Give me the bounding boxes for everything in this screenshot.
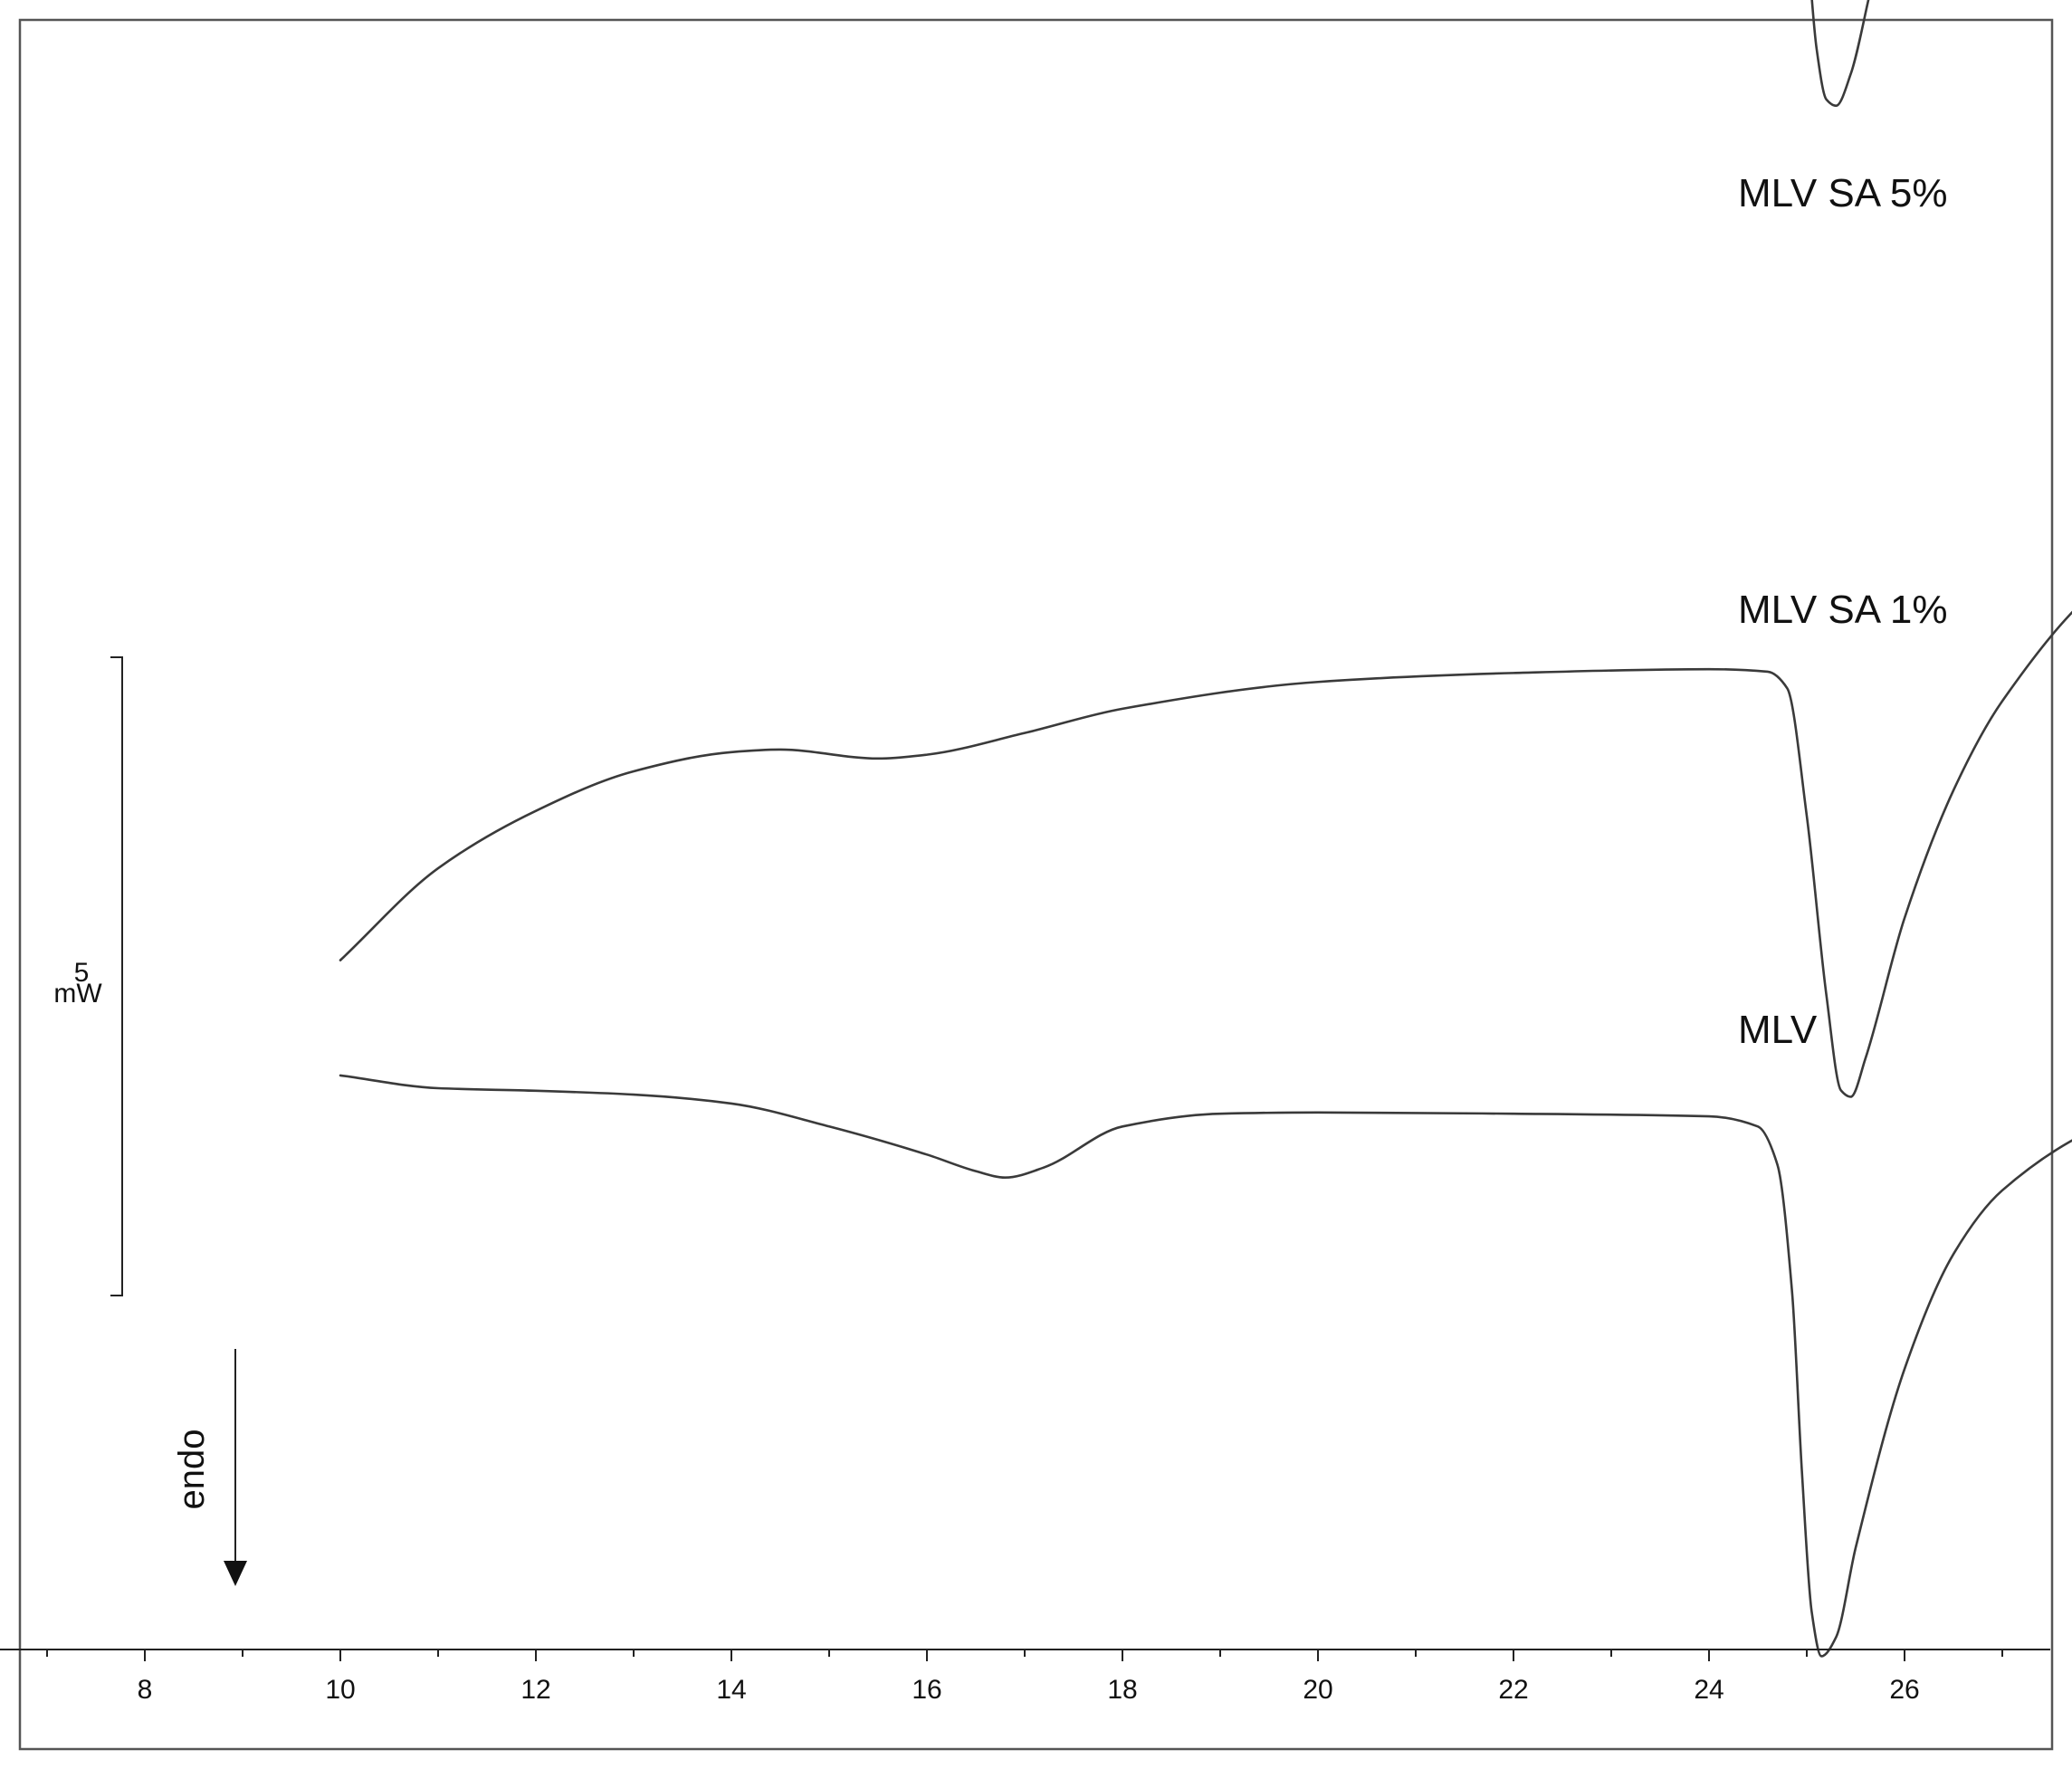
series-label-mlv-sa-5: MLV SA 5% xyxy=(1738,171,1948,215)
x-tick-label: 14 xyxy=(716,1675,746,1705)
x-tick-label: 16 xyxy=(912,1675,941,1705)
x-tick-label: 26 xyxy=(1889,1675,1919,1705)
x-axis: 68101214161820222426283032343638404244ºC xyxy=(0,1649,2050,1705)
endo-indicator: endo xyxy=(172,1349,247,1586)
x-tick-label: 24 xyxy=(1694,1675,1723,1705)
endo-label: endo xyxy=(172,1430,212,1510)
scale-bar-value: 5 xyxy=(74,958,90,988)
series-label-mlv-sa-1: MLV SA 1% xyxy=(1738,588,1948,632)
curve-mlv xyxy=(339,1074,2072,1658)
curve-mlv-sa-1 xyxy=(339,610,2072,1098)
x-tick-label: 18 xyxy=(1107,1675,1137,1705)
scale-bar: 5mW xyxy=(53,656,123,1296)
series-label-mlv: MLV xyxy=(1738,1008,1818,1052)
scale-bar-unit: mW xyxy=(53,979,102,1009)
curves-group xyxy=(339,0,2072,1658)
x-tick-label: 12 xyxy=(520,1675,550,1705)
figure-frame xyxy=(18,18,2054,1751)
x-tick-label: 8 xyxy=(138,1675,153,1705)
x-tick-label: 20 xyxy=(1303,1675,1332,1705)
series-labels-group: MLV SA 5% MLV SA 1% MLV xyxy=(1738,171,1948,1052)
endo-arrow-head-icon xyxy=(224,1561,247,1586)
x-tick-label: 22 xyxy=(1498,1675,1528,1705)
x-tick-label: 10 xyxy=(325,1675,355,1705)
